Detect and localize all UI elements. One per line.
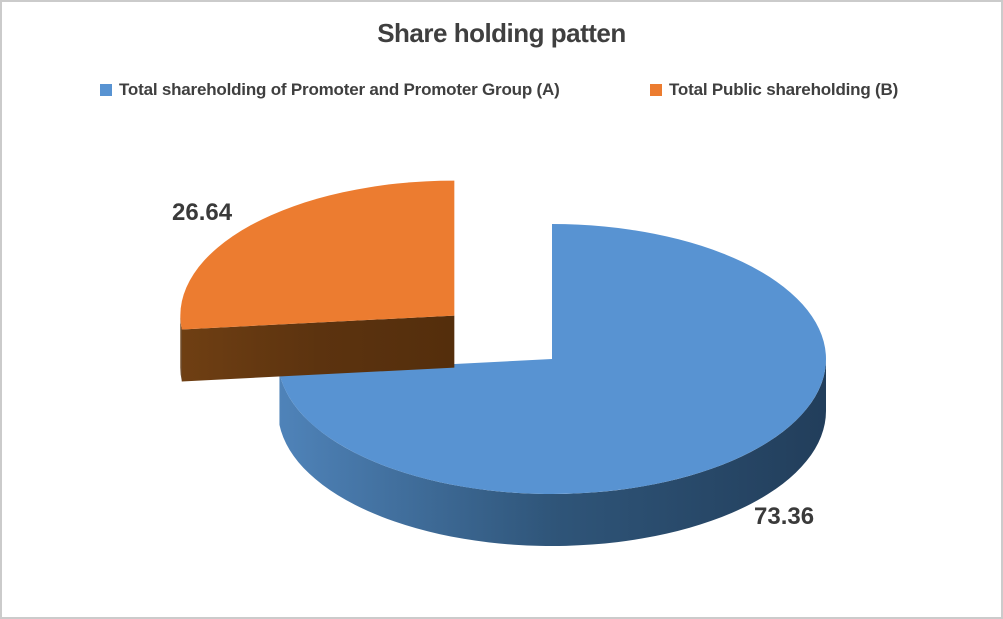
legend-label-public: Total Public shareholding (B) (669, 80, 899, 99)
legend-label-promoter-group: Total shareholding of Promoter and Promo… (119, 80, 560, 99)
chart-title: Share holding patten (377, 18, 626, 48)
legend-item-public: Total Public shareholding (B) (650, 80, 898, 100)
pie-slice-1 (180, 180, 455, 330)
pie-slice-0 (279, 224, 827, 494)
pie-side-rim-0 (279, 359, 827, 546)
data-label-promoter-shareholding: 73.36 (754, 503, 815, 530)
legend-swatch-blue-icon (100, 84, 112, 96)
pie-side-rim-1 (180, 315, 182, 382)
legend-swatch-orange-icon (650, 84, 662, 96)
pie-side-cut-1 (181, 315, 455, 382)
data-label-public-shareholding: 26.64 (172, 199, 233, 226)
legend-item-promoter-group: Total shareholding of Promoter and Promo… (100, 80, 560, 100)
